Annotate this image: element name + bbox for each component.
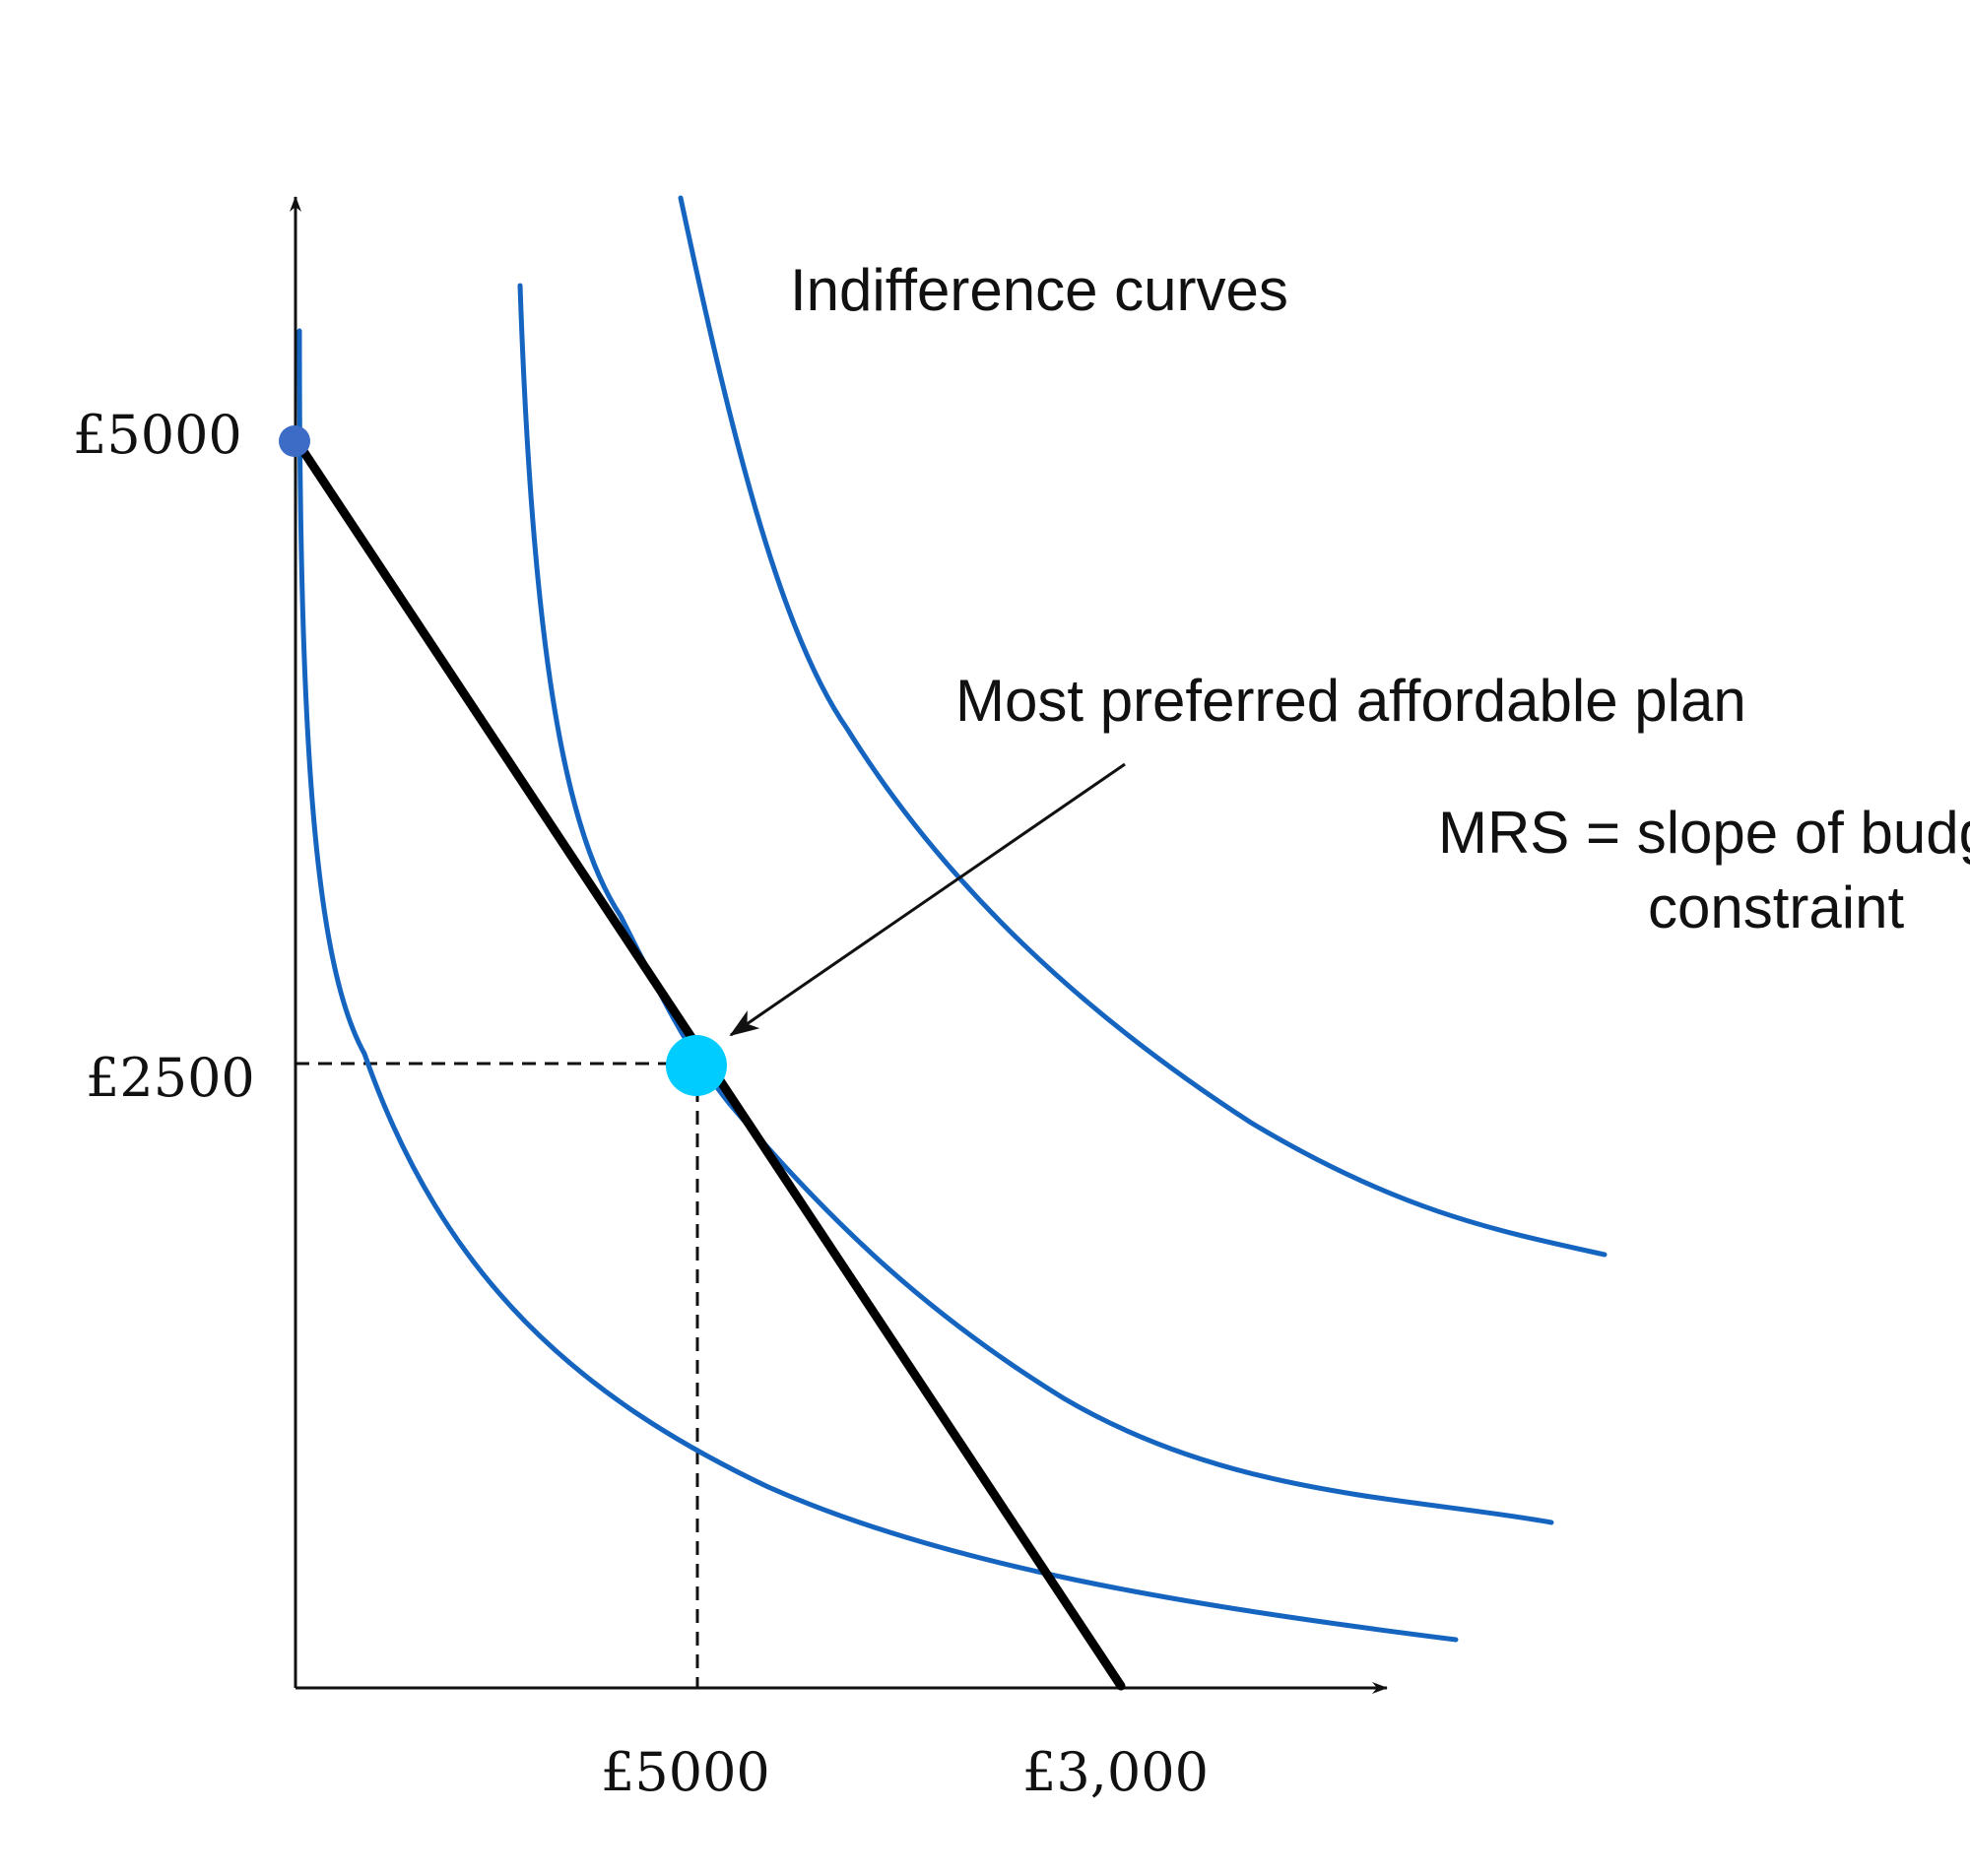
y-tick-label-top: £5000 [73,404,242,466]
indifference-curve-3 [678,195,1608,1258]
mrs-annotation-line2: constraint [1648,874,1904,940]
indifference-curves-label: Indifference curves [790,257,1288,323]
optimum-pointer-arrow [729,762,1126,1037]
indifference-curve-1 [296,328,1459,1643]
optimum-point [666,1035,727,1096]
x-tick-label-mid: £5000 [601,1741,770,1803]
y-intercept-point [279,425,310,457]
x-tick-label-right: £3,000 [1022,1741,1209,1803]
mrs-annotation-line1: MRS = slope of budget [1438,800,1970,866]
optimum-annotation: Most preferred affordable plan [955,668,1746,734]
y-tick-label-mid: £2500 [86,1047,255,1109]
indifference-curve-2 [517,283,1554,1525]
